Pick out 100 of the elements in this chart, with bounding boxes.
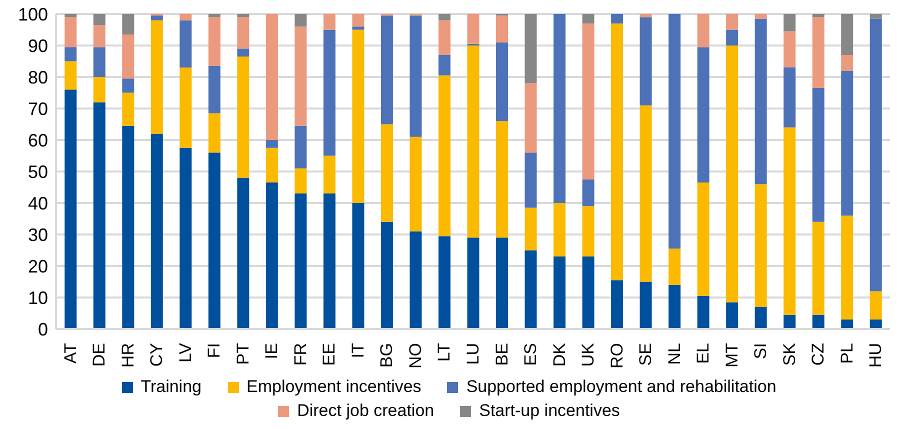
- x-tick-label: SI: [751, 343, 770, 360]
- bar: [640, 14, 652, 18]
- bar: [438, 75, 450, 236]
- bar: [726, 302, 738, 329]
- bar: [237, 56, 250, 178]
- bar: [237, 178, 250, 329]
- bar: [582, 256, 594, 329]
- y-tick-label: 0: [38, 319, 48, 340]
- x-tick-label: IT: [348, 343, 368, 358]
- bar: [93, 77, 106, 102]
- bar: [524, 83, 537, 153]
- bar: [294, 26, 307, 126]
- bar: [554, 14, 566, 203]
- x-tick-label: DK: [550, 342, 569, 367]
- bar: [812, 17, 824, 88]
- bar: [323, 14, 336, 30]
- bar: [812, 88, 824, 222]
- bar: [611, 23, 624, 280]
- x-tick-label: EE: [320, 343, 339, 366]
- bar: [870, 18, 882, 292]
- bar: [266, 182, 278, 329]
- bar: [323, 30, 336, 156]
- x-tick-label: ES: [521, 343, 540, 366]
- x-tick-label: CZ: [808, 343, 828, 366]
- bar: [438, 14, 450, 20]
- bar: [582, 14, 594, 24]
- bar: [64, 90, 77, 329]
- y-tick-label: 50: [28, 162, 48, 182]
- bar: [784, 127, 796, 315]
- x-tick-label: CY: [147, 343, 166, 367]
- bar: [294, 194, 307, 329]
- bar: [784, 31, 796, 68]
- x-tick-label: EL: [694, 343, 713, 364]
- bar: [467, 238, 480, 329]
- bar: [438, 236, 450, 329]
- bar: [841, 320, 854, 329]
- y-tick-label: 60: [28, 130, 48, 150]
- bar: [208, 14, 220, 18]
- bar: [870, 320, 882, 329]
- x-tick-label: AT: [60, 343, 80, 364]
- bar: [496, 238, 508, 329]
- bar: [668, 248, 681, 285]
- bar: [582, 206, 594, 257]
- bar: [122, 14, 134, 34]
- x-tick-label: RO: [607, 343, 626, 368]
- bar: [352, 26, 364, 30]
- bar: [754, 18, 767, 184]
- bar: [237, 14, 250, 18]
- bar: [640, 17, 652, 106]
- bar: [726, 46, 738, 302]
- bar: [554, 203, 566, 257]
- bar: [812, 14, 824, 18]
- bar: [93, 14, 106, 26]
- x-tick-label: UK: [578, 342, 598, 367]
- bar: [208, 152, 220, 329]
- bar: [266, 140, 278, 148]
- bar: [496, 42, 508, 122]
- x-tick-label: HU: [866, 343, 886, 368]
- x-tick-label: FR: [290, 343, 310, 366]
- bar: [697, 47, 710, 183]
- x-tick-label: LT: [434, 343, 454, 362]
- bar: [122, 126, 134, 329]
- bar: [150, 134, 163, 329]
- bar: [467, 14, 480, 44]
- bar: [323, 194, 336, 329]
- legend-label: Direct job creation: [297, 401, 434, 421]
- bar: [64, 17, 77, 48]
- legend-label: Start-up incentives: [479, 401, 620, 421]
- bar: [122, 34, 134, 79]
- x-tick-label: FI: [204, 343, 224, 358]
- x-tick-label: SE: [636, 343, 656, 366]
- bar: [208, 17, 220, 66]
- bar: [812, 222, 824, 315]
- x-tick-label: BG: [377, 343, 396, 368]
- y-tick-label: 10: [28, 288, 48, 308]
- bar: [554, 256, 566, 329]
- bar: [697, 296, 710, 329]
- bar: [352, 30, 364, 203]
- x-tick-label: MT: [722, 343, 742, 368]
- bar: [266, 14, 278, 140]
- x-tick-label: DE: [90, 343, 109, 367]
- bar: [64, 47, 77, 62]
- y-tick-label: 30: [28, 224, 48, 245]
- bar: [784, 314, 796, 329]
- bar: [64, 14, 77, 18]
- x-tick-label: PT: [233, 343, 252, 365]
- x-tick-label: NL: [664, 343, 684, 365]
- y-tick-label: 100: [18, 4, 48, 24]
- x-tick-label: PL: [837, 343, 856, 364]
- bar: [93, 47, 106, 77]
- bar: [180, 68, 192, 148]
- bar: [841, 14, 854, 55]
- bar: [668, 284, 681, 329]
- bar: [410, 16, 422, 137]
- legend-label: Training: [140, 377, 202, 397]
- bar: [582, 23, 594, 180]
- x-tick-label: SK: [780, 342, 799, 366]
- bar: [582, 179, 594, 206]
- bar: [93, 25, 106, 48]
- x-tick-label: IE: [262, 343, 282, 360]
